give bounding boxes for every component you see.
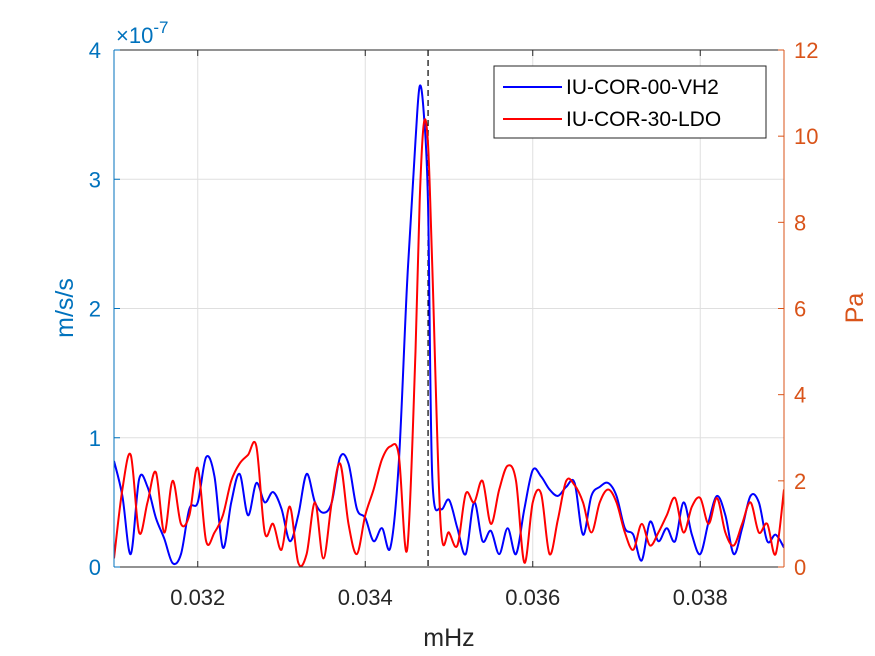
series-line-2 <box>114 118 784 567</box>
series-line-1 <box>114 84 784 566</box>
tick-marks <box>114 49 784 568</box>
right-y-tick-label: 12 <box>794 38 818 63</box>
left-y-axis-label: m/s/s <box>51 278 79 338</box>
x-tick-label: 0.038 <box>673 585 728 610</box>
left-y-tick-label: 3 <box>89 167 101 192</box>
left-axis-exponent: ×10-7 <box>116 18 168 48</box>
left-y-tick-label: 4 <box>89 38 101 63</box>
right-y-tick-label: 0 <box>794 555 806 580</box>
x-tick-label: 0.034 <box>338 585 393 610</box>
x-axis-label: mHz <box>423 624 474 652</box>
legend-box <box>493 65 767 139</box>
legend: IU-COR-00-VH2 IU-COR-30-LDO <box>493 65 767 139</box>
right-y-tick-label: 6 <box>794 297 806 322</box>
left-y-tick-label: 1 <box>89 426 101 451</box>
x-tick-label: 0.036 <box>505 585 560 610</box>
right-y-tick-label: 8 <box>794 210 806 235</box>
left-y-tick-label: 2 <box>89 297 101 322</box>
right-y-tick-label: 4 <box>794 383 806 408</box>
legend-label-series-2: IU-COR-30-LDO <box>566 108 721 131</box>
right-y-tick-label: 2 <box>794 469 806 494</box>
exponent-power: -7 <box>153 18 168 37</box>
exponent-base: ×10 <box>116 23 153 48</box>
legend-label-series-1: IU-COR-00-VH2 <box>566 76 719 99</box>
left-y-tick-label: 0 <box>89 555 101 580</box>
x-tick-label: 0.032 <box>170 585 225 610</box>
right-y-axis-label: Pa <box>841 293 869 324</box>
right-y-tick-label: 10 <box>794 124 818 149</box>
